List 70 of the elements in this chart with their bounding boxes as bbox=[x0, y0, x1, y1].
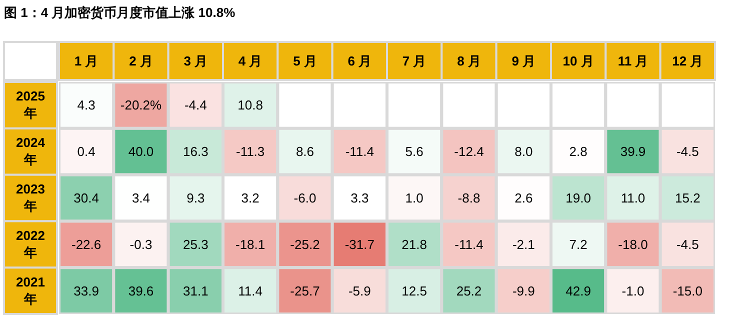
x-tick-label: 8 月 bbox=[457, 54, 481, 68]
data-label: -2.1 bbox=[512, 236, 535, 252]
data-label: -31.7 bbox=[344, 236, 374, 252]
data-label: 31.1 bbox=[183, 283, 208, 298]
data-label: 11.4 bbox=[238, 283, 263, 298]
data-label: 3.4 bbox=[132, 190, 150, 206]
data-label: -12.4 bbox=[454, 144, 484, 160]
data-label: 25.3 bbox=[183, 236, 208, 252]
data-label: -0.3 bbox=[130, 236, 152, 252]
data-label: 7.2 bbox=[569, 236, 588, 252]
data-label: -4.5 bbox=[676, 236, 699, 252]
data-label: 3.3 bbox=[350, 190, 369, 206]
data-label: 11.0 bbox=[620, 190, 646, 206]
data-label: -5.9 bbox=[348, 283, 371, 298]
data-label: 15.2 bbox=[675, 190, 700, 206]
data-label: -25.2 bbox=[290, 236, 320, 252]
data-label: -22.6 bbox=[72, 236, 102, 252]
data-label: 12.5 bbox=[402, 283, 427, 298]
x-tick-label: 7 月 bbox=[402, 54, 426, 68]
data-label: -1.0 bbox=[622, 283, 644, 298]
x-tick-label: 4 月 bbox=[238, 54, 262, 68]
x-tick-label: 9 月 bbox=[512, 54, 536, 68]
data-label: -18.0 bbox=[618, 236, 648, 252]
x-tick-label: 3 月 bbox=[184, 54, 208, 68]
data-label: 16.3 bbox=[183, 144, 208, 160]
data-label: -20.2% bbox=[120, 98, 162, 113]
data-label: 19.0 bbox=[566, 190, 591, 206]
data-label: 25.2 bbox=[456, 283, 482, 298]
y-tick-label: 2023 年 bbox=[16, 182, 45, 214]
x-tick-label: 1 月 bbox=[74, 54, 98, 68]
data-label: 2.6 bbox=[514, 190, 533, 206]
data-label: 39.9 bbox=[620, 144, 646, 160]
data-label: 33.9 bbox=[74, 283, 99, 298]
data-label: 10.8 bbox=[238, 98, 263, 113]
data-label: -11.4 bbox=[345, 144, 374, 160]
y-tick-label: 2025 年 bbox=[16, 88, 45, 121]
x-tick-label: 2 月 bbox=[129, 54, 153, 68]
data-label: -9.9 bbox=[512, 283, 535, 298]
data-label: -11.3 bbox=[236, 144, 265, 160]
data-label: 3.2 bbox=[241, 190, 260, 206]
x-tick-label: 11 月 bbox=[618, 54, 648, 68]
chart-title: 图 1：4 月加密货币月度市值上涨 10.8% bbox=[4, 4, 236, 22]
data-label: 1.0 bbox=[405, 190, 424, 206]
data-label: 4.3 bbox=[77, 98, 96, 113]
data-label: -15.0 bbox=[672, 283, 702, 298]
x-tick-label: 10 月 bbox=[562, 54, 594, 68]
data-label: 40.0 bbox=[128, 144, 154, 160]
data-label: 42.9 bbox=[566, 283, 591, 298]
data-label: 5.6 bbox=[405, 144, 424, 160]
data-label: -6.0 bbox=[294, 190, 316, 206]
y-tick-label: 2021 年 bbox=[16, 274, 45, 306]
x-tick-label: 12 月 bbox=[672, 54, 704, 68]
data-label: 2.8 bbox=[569, 144, 588, 160]
data-label: -11.4 bbox=[454, 236, 484, 252]
data-label: -25.7 bbox=[290, 283, 320, 298]
data-label: 21.8 bbox=[402, 236, 427, 252]
data-label: 9.3 bbox=[186, 190, 205, 206]
data-label: -4.4 bbox=[184, 98, 207, 113]
y-tick-label: 2022 年 bbox=[16, 228, 45, 260]
data-label: 30.4 bbox=[74, 190, 99, 206]
y-tick-label: 2024 年 bbox=[16, 135, 46, 168]
data-label: -8.8 bbox=[458, 190, 480, 206]
data-label: 39.6 bbox=[128, 283, 154, 298]
data-label: 8.0 bbox=[514, 144, 533, 160]
data-label: -18.1 bbox=[236, 236, 266, 252]
data-label: -4.5 bbox=[676, 144, 699, 160]
data-label: 0.4 bbox=[77, 144, 96, 160]
x-tick-label: 6 月 bbox=[348, 54, 372, 68]
data-label: 8.6 bbox=[296, 144, 314, 160]
x-tick-label: 5 月 bbox=[293, 54, 317, 68]
